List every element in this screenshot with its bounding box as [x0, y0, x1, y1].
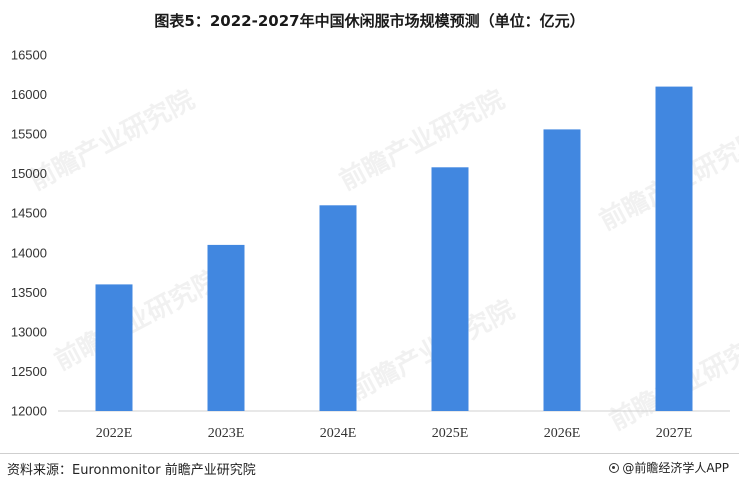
x-tick-label: 2027E [656, 426, 693, 441]
y-tick-label: 12000 [11, 404, 47, 419]
y-tick-label: 16500 [11, 48, 47, 63]
bar-2025E [431, 167, 469, 411]
x-tick-label: 2022E [96, 426, 133, 441]
brand-logo-icon [609, 462, 620, 473]
x-tick-label: 2024E [320, 426, 357, 441]
bar-2027E [655, 86, 693, 411]
y-tick-label: 16000 [11, 87, 47, 102]
x-tick-label: 2023E [208, 426, 245, 441]
y-tick-label: 13000 [11, 324, 47, 339]
brand-text: @前瞻经济学人APP [622, 461, 729, 475]
x-tick-label: 2025E [432, 426, 469, 441]
bar-2026E [543, 129, 581, 411]
bar-2024E [319, 205, 357, 411]
x-tick-label: 2026E [544, 426, 581, 441]
y-tick-label: 12500 [11, 364, 47, 379]
y-tick-label: 15500 [11, 127, 47, 142]
brand-credit: @前瞻经济学人APP [609, 459, 729, 476]
y-tick-label: 14500 [11, 206, 47, 221]
bar-2023E [207, 244, 245, 411]
bar-chart: 12000 12500 13000 13500 14000 14500 15000 15500… [11, 48, 730, 441]
footer-divider [0, 453, 739, 454]
bar-2022E [95, 284, 133, 411]
y-tick-label: 13500 [11, 285, 47, 300]
source-note: 资料来源：Euronmonitor 前瞻产业研究院 [7, 463, 256, 478]
y-tick-label: 15000 [11, 166, 47, 181]
chart-title: 图表5：2022-2027年中国休闲服市场规模预测（单位：亿元） [154, 12, 585, 30]
y-tick-label: 14000 [11, 245, 47, 260]
